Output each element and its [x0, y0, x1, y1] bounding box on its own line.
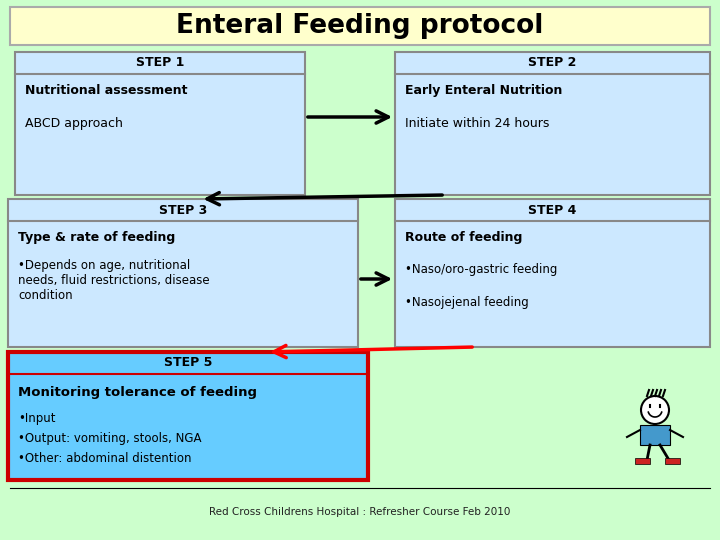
Circle shape — [641, 396, 669, 424]
Text: STEP 5: STEP 5 — [164, 356, 212, 369]
Text: Red Cross Childrens Hospital : Refresher Course Feb 2010: Red Cross Childrens Hospital : Refresher… — [210, 507, 510, 517]
Text: ABCD approach: ABCD approach — [25, 117, 123, 130]
Text: STEP 4: STEP 4 — [528, 204, 577, 217]
FancyBboxPatch shape — [10, 7, 710, 45]
FancyBboxPatch shape — [8, 199, 358, 347]
FancyBboxPatch shape — [395, 52, 710, 195]
Text: •Nasojejenal feeding: •Nasojejenal feeding — [405, 296, 528, 309]
FancyBboxPatch shape — [395, 199, 710, 347]
FancyBboxPatch shape — [635, 458, 650, 464]
Text: Type & rate of feeding: Type & rate of feeding — [18, 231, 175, 244]
FancyBboxPatch shape — [15, 52, 305, 195]
Text: Initiate within 24 hours: Initiate within 24 hours — [405, 117, 549, 130]
Text: •Output: vomiting, stools, NGA: •Output: vomiting, stools, NGA — [18, 432, 202, 445]
Text: STEP 2: STEP 2 — [528, 57, 577, 70]
Text: •Depends on age, nutritional
needs, fluid restrictions, disease
condition: •Depends on age, nutritional needs, flui… — [18, 259, 210, 302]
Text: Enteral Feeding protocol: Enteral Feeding protocol — [176, 13, 544, 39]
Text: Monitoring tolerance of feeding: Monitoring tolerance of feeding — [18, 386, 257, 399]
FancyBboxPatch shape — [665, 458, 680, 464]
FancyBboxPatch shape — [640, 425, 670, 445]
Text: Nutritional assessment: Nutritional assessment — [25, 84, 187, 97]
FancyBboxPatch shape — [8, 352, 368, 480]
Text: •Other: abdominal distention: •Other: abdominal distention — [18, 452, 192, 465]
Text: Route of feeding: Route of feeding — [405, 231, 523, 244]
Text: STEP 1: STEP 1 — [136, 57, 184, 70]
Text: Early Enteral Nutrition: Early Enteral Nutrition — [405, 84, 562, 97]
Text: •Naso/oro-gastric feeding: •Naso/oro-gastric feeding — [405, 263, 557, 276]
Text: •Input: •Input — [18, 412, 55, 425]
Text: STEP 3: STEP 3 — [159, 204, 207, 217]
